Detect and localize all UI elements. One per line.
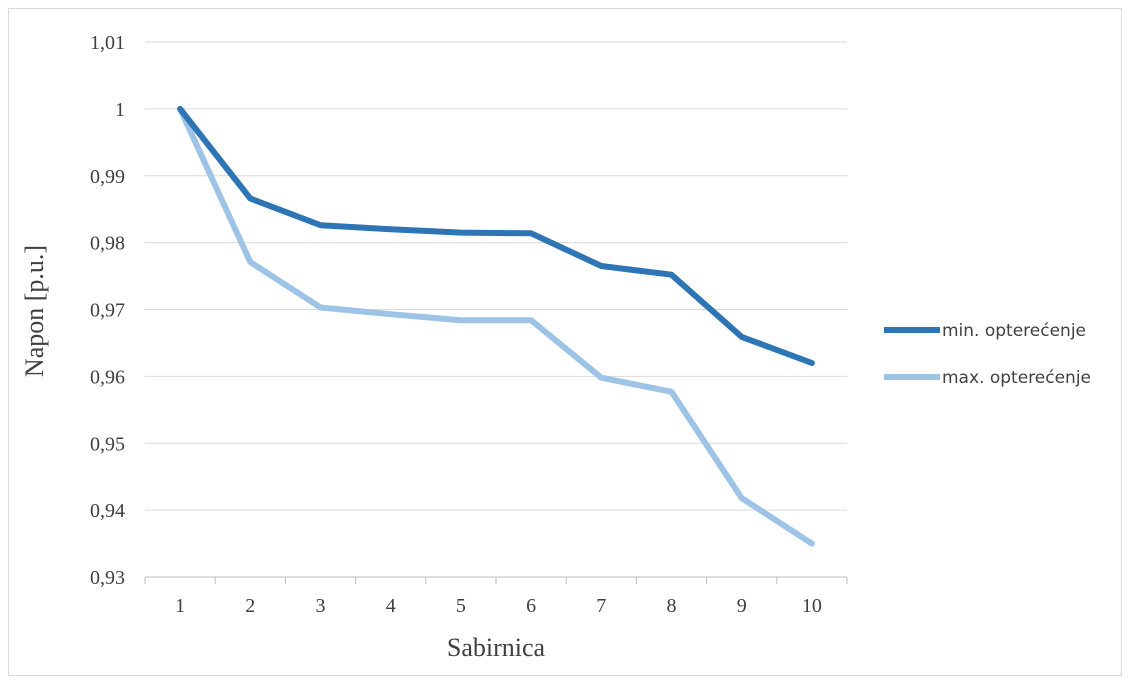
- x-tick-label: 9: [737, 595, 747, 617]
- y-tick-label: 0,93: [90, 567, 125, 589]
- legend-label: max. opterećenje: [942, 368, 1091, 388]
- gridlines: [145, 41, 847, 511]
- x-axis-title: Sabirnica: [447, 633, 546, 662]
- x-tick-label: 3: [316, 595, 326, 617]
- y-tick-label: 0,99: [90, 166, 125, 188]
- y-tick-label: 0,97: [90, 300, 125, 322]
- y-tick-label: 1: [115, 99, 125, 121]
- x-tick-label: 8: [667, 595, 677, 617]
- y-tick-label: 0,95: [90, 433, 125, 455]
- x-tick-label: 4: [386, 595, 396, 617]
- y-tick-labels: 0,93 0,94 0,95 0,96 0,97 0,98 0,99 1 1,01: [90, 32, 125, 589]
- y-tick-label: 1,01: [90, 32, 125, 54]
- x-axis: [144, 576, 848, 584]
- x-tick-label: 1: [175, 595, 185, 617]
- y-tick-label: 0,98: [90, 233, 125, 255]
- legend: min. opterećenje max. opterećenje: [884, 321, 1091, 388]
- x-tick-label: 10: [802, 595, 822, 617]
- x-tick-label: 6: [526, 595, 536, 617]
- legend-label: min. opterećenje: [942, 321, 1086, 341]
- series-line-2: [177, 105, 815, 547]
- x-tick-label: 2: [245, 595, 255, 617]
- chart-frame: [8, 8, 1122, 676]
- series-lines: [177, 105, 815, 547]
- y-axis-title: Napon [p.u.]: [20, 245, 49, 377]
- x-tick-label: 7: [596, 595, 606, 617]
- x-tick-labels: 1 2 3 4 5 6 7 8 9 10: [175, 595, 822, 617]
- y-tick-label: 0,96: [90, 366, 125, 388]
- y-tick-label: 0,94: [90, 500, 125, 522]
- series-line-1: [177, 105, 815, 366]
- x-tick-label: 5: [456, 595, 466, 617]
